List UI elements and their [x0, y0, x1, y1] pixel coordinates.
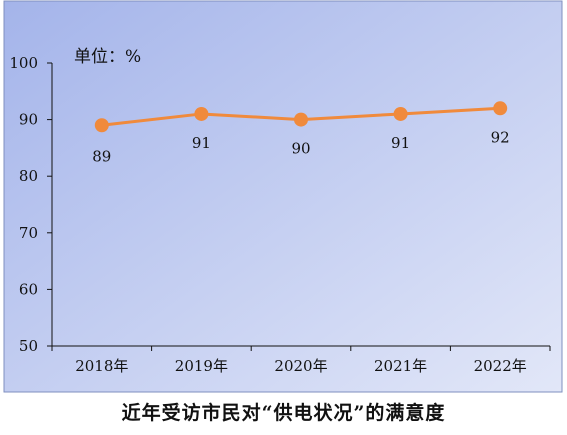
data-labels: 89 91 90 91 92	[92, 128, 509, 165]
data-point	[393, 106, 408, 121]
x-tick-label: 2018年	[75, 357, 128, 375]
data-point	[493, 101, 508, 116]
data-label: 91	[192, 134, 211, 152]
y-tick-label: 50	[19, 337, 38, 355]
y-tick-label: 100	[9, 54, 38, 72]
line-chart: 单位：% 50 60 70 80 90 100 2018年 2019年 2020年 2021年 20…	[3, 0, 563, 393]
chart-background	[3, 0, 563, 393]
y-tick-label: 70	[19, 224, 38, 242]
x-tick-label: 2020年	[274, 357, 327, 375]
y-tick-label: 90	[19, 111, 38, 129]
data-point	[294, 112, 308, 127]
unit-label: 单位：%	[74, 47, 141, 67]
y-tick-label: 60	[19, 280, 38, 298]
axes	[47, 62, 551, 351]
data-label: 92	[491, 128, 510, 146]
y-tick-label: 80	[19, 167, 38, 185]
data-label: 90	[291, 140, 310, 158]
chart-caption: 近年受访市民对“供电状况”的满意度	[121, 402, 446, 424]
data-label: 91	[391, 134, 410, 152]
data-point	[94, 118, 109, 133]
x-tick-label: 2021年	[374, 357, 427, 375]
x-tick-label: 2019年	[175, 357, 228, 375]
data-label: 89	[92, 147, 111, 165]
data-point	[194, 106, 209, 121]
tick-labels: 50 60 70 80 90 100 2018年 2019年 2020年 2021年 2022年	[9, 54, 526, 375]
series-markers	[94, 101, 508, 133]
x-tick-label: 2022年	[474, 357, 527, 375]
